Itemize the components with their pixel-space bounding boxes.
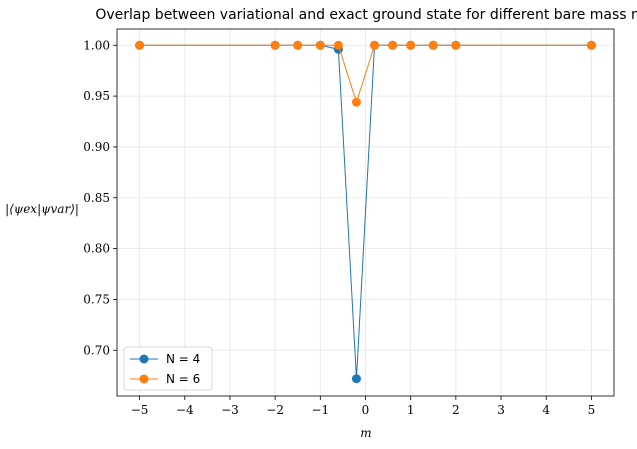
- x-tick-label: −5: [131, 403, 149, 417]
- x-axis-label: m: [360, 426, 371, 440]
- legend-item: N = 6: [130, 372, 200, 386]
- data-point: [451, 40, 461, 50]
- data-point: [406, 40, 416, 50]
- data-point: [351, 374, 361, 384]
- x-tick-label: 3: [497, 403, 505, 417]
- x-tick-label: 4: [542, 403, 550, 417]
- legend-label: N = 4: [166, 352, 200, 366]
- x-tick-label: −1: [311, 403, 329, 417]
- y-tick-label: 0.75: [83, 292, 110, 306]
- y-tick-label: 0.95: [83, 89, 110, 103]
- x-tick-label: 2: [452, 403, 460, 417]
- x-axis: −5 −4 −3 −2 −1 0 1 2 3 4 5: [131, 396, 595, 417]
- series-layer: [135, 40, 596, 384]
- x-tick-label: 1: [407, 403, 415, 417]
- y-tick-label: 1.00: [83, 38, 110, 52]
- y-tick-label: 0.80: [83, 242, 110, 256]
- legend: N = 4 N = 6: [123, 346, 213, 391]
- x-tick-label: −4: [176, 403, 194, 417]
- y-tick-label: 0.85: [83, 191, 110, 205]
- series-2: [135, 40, 596, 107]
- data-point: [388, 40, 398, 50]
- x-tick-label: −3: [221, 403, 239, 417]
- data-point: [270, 40, 280, 50]
- legend-marker: [139, 374, 149, 384]
- legend-marker: [139, 354, 149, 364]
- data-point: [428, 40, 438, 50]
- y-axis-label: |⟨ψex|ψvar⟩|: [5, 202, 79, 216]
- data-point: [351, 97, 361, 107]
- data-point: [333, 40, 343, 50]
- data-point: [586, 40, 596, 50]
- x-tick-label: −2: [266, 403, 284, 417]
- y-axis: 0.70 0.75 0.80 0.85 0.90 0.95 1.00: [83, 38, 117, 357]
- data-point: [370, 40, 380, 50]
- data-point: [293, 40, 303, 50]
- x-tick-label: 5: [588, 403, 596, 417]
- legend-label: N = 6: [166, 372, 200, 386]
- data-point: [315, 40, 325, 50]
- chart-title: Overlap between variational and exact gr…: [95, 7, 637, 23]
- legend-item: N = 4: [130, 352, 200, 366]
- y-tick-label: 0.70: [83, 343, 110, 357]
- y-tick-label: 0.90: [83, 140, 110, 154]
- data-point: [135, 40, 145, 50]
- x-tick-label: 0: [362, 403, 370, 417]
